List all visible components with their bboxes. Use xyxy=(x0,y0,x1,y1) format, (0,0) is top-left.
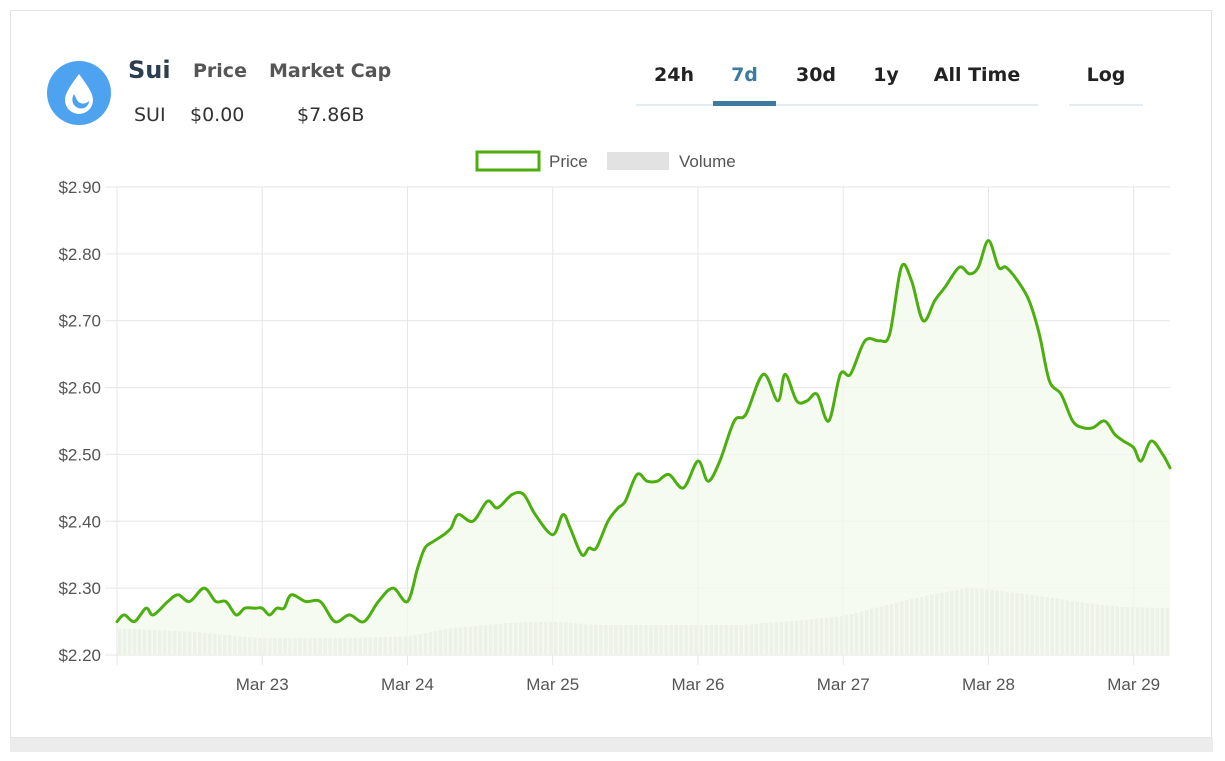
y-tick-label: $2.30 xyxy=(58,579,101,598)
price-value: $0.00 xyxy=(190,104,245,126)
tab-30d[interactable]: 30d xyxy=(795,64,837,86)
log-toggle[interactable]: Log xyxy=(1069,60,1143,106)
tab-7d[interactable]: 7d xyxy=(713,60,776,106)
tab-24h[interactable]: 24h xyxy=(654,64,694,86)
x-tick-label: Mar 25 xyxy=(526,675,579,694)
x-tick-label: Mar 24 xyxy=(381,675,434,694)
coin-symbol: SUI xyxy=(134,104,166,126)
coin-name: Sui xyxy=(128,56,171,84)
x-tick-label: Mar 27 xyxy=(817,675,870,694)
sui-logo xyxy=(47,61,111,125)
price-line xyxy=(115,239,1172,624)
market-cap-label: Market Cap xyxy=(269,60,392,82)
sui-drop-icon xyxy=(49,63,109,123)
x-tick-label: Mar 29 xyxy=(1107,675,1160,694)
price-label: Price xyxy=(193,60,247,82)
price-area xyxy=(117,240,1170,655)
tab-all-time[interactable]: All Time xyxy=(933,64,1021,86)
y-tick-label: $2.20 xyxy=(58,646,101,665)
range-tabs: 24h 7d 30d 1y All Time xyxy=(636,60,1038,106)
x-tick-label: Mar 26 xyxy=(672,675,725,694)
y-tick-label: $2.80 xyxy=(58,245,101,264)
tab-1y[interactable]: 1y xyxy=(873,64,899,86)
y-tick-label: $2.90 xyxy=(58,178,101,197)
legend-volume-swatch xyxy=(607,152,669,170)
legend-price-label: Price xyxy=(549,152,588,171)
x-tick-label: Mar 28 xyxy=(962,675,1015,694)
y-tick-label: $2.60 xyxy=(58,379,101,398)
x-tick-label: Mar 23 xyxy=(236,675,289,694)
chart-legend: Price Volume xyxy=(475,150,736,172)
bottom-bar xyxy=(10,738,1213,752)
y-tick-label: $2.40 xyxy=(58,512,101,531)
legend-volume-label: Volume xyxy=(679,152,736,171)
y-tick-label: $2.70 xyxy=(58,312,101,331)
market-cap-value: $7.86B xyxy=(297,104,365,126)
legend-price-swatch xyxy=(475,150,541,172)
y-tick-label: $2.50 xyxy=(58,445,101,464)
